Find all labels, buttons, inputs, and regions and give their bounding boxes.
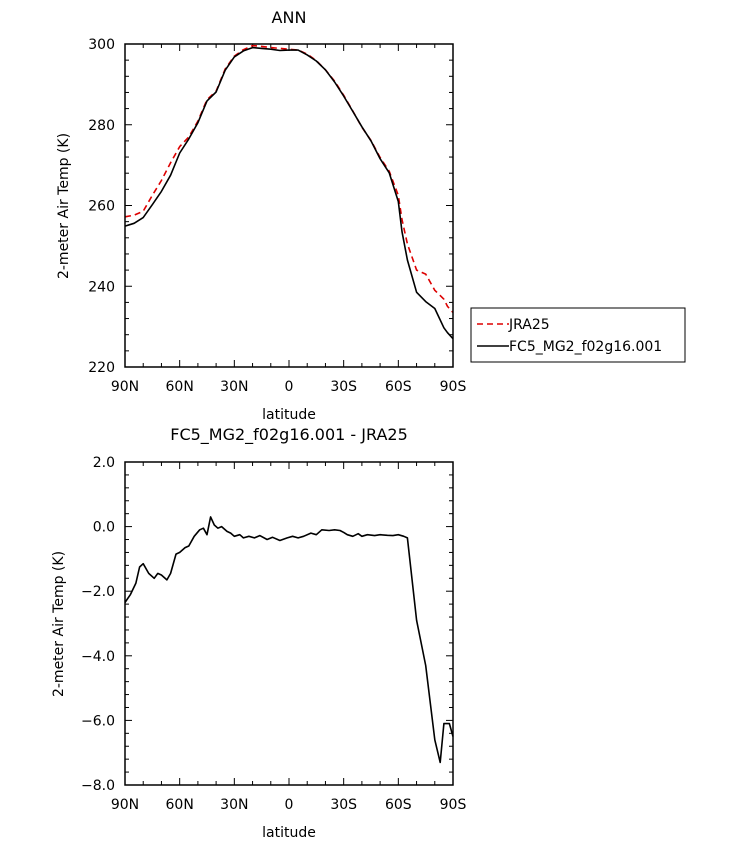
top-y-tick-label: 240 — [88, 279, 115, 295]
top-y-tick-label: 220 — [88, 360, 115, 376]
top-plot-frame — [124, 43, 454, 368]
top-axis-ticks: 90N 60N 30N 0 30S 60S 90S 220 240 260 280 300 — [88, 37, 466, 395]
bottom-x-tick-label: 0 — [285, 797, 294, 813]
bottom-series-line-difference — [124, 516, 454, 764]
top-x-tick-label: 60S — [385, 379, 412, 395]
top-y-axis-label: 2-meter Air Temp (K) — [56, 133, 72, 279]
top-x-tick-label: 0 — [285, 379, 294, 395]
top-panel: ANN latitude 2-meter Air Temp (K) 90N 60N… — [56, 8, 466, 423]
bottom-x-tick-label: 60N — [166, 797, 194, 813]
top-x-tick-label: 30S — [330, 379, 357, 395]
bottom-x-tick-label: 30N — [220, 797, 248, 813]
top-series-lines — [124, 44, 454, 340]
legend-box — [470, 307, 686, 363]
top-x-tick-label: 60N — [166, 379, 194, 395]
bottom-panel: FC5_MG2_f02g16.001 - JRA25 latitude 2-me… — [51, 425, 466, 841]
bottom-y-tick-label: −4.0 — [81, 649, 115, 665]
bottom-series-lines — [124, 516, 454, 764]
top-y-tick-label: 260 — [88, 199, 115, 215]
bottom-y-tick-label: −8.0 — [81, 778, 115, 794]
legend: JRA25 FC5_MG2_f02g16.001 — [470, 307, 686, 363]
legend-fc5-label: FC5_MG2_f02g16.001 — [509, 339, 662, 355]
legend-jra25-label: JRA25 — [508, 317, 550, 333]
bottom-x-tick-label: 90S — [440, 797, 467, 813]
bottom-y-tick-label: 0.0 — [93, 520, 115, 536]
bottom-y-tick-label: −2.0 — [81, 584, 115, 600]
top-series-line-jra25 — [124, 44, 454, 314]
top-x-tick-label: 90N — [111, 379, 139, 395]
bottom-axis-ticks: 90N 60N 30N 0 30S 60S 90S −8.0 −6.0 −4.0 −2.0 0.0 2.… — [81, 455, 466, 813]
top-chart-title: ANN — [272, 8, 307, 27]
bottom-x-axis-label: latitude — [262, 825, 316, 841]
bottom-x-tick-label: 30S — [330, 797, 357, 813]
top-y-tick-label: 280 — [88, 118, 115, 134]
bottom-y-axis-label: 2-meter Air Temp (K) — [51, 551, 67, 697]
top-x-tick-label: 90S — [440, 379, 467, 395]
bottom-plot-frame — [124, 461, 454, 786]
bottom-x-tick-label: 60S — [385, 797, 412, 813]
top-y-tick-label: 300 — [88, 37, 115, 53]
bottom-x-tick-label: 90N — [111, 797, 139, 813]
top-x-tick-label: 30N — [220, 379, 248, 395]
bottom-y-tick-label: 2.0 — [93, 455, 115, 471]
bottom-y-tick-label: −6.0 — [81, 713, 115, 729]
bottom-chart-title: FC5_MG2_f02g16.001 - JRA25 — [170, 425, 408, 445]
top-series-line-fc5-mg2-f02g16-001 — [124, 46, 454, 340]
top-x-axis-label: latitude — [262, 407, 316, 423]
